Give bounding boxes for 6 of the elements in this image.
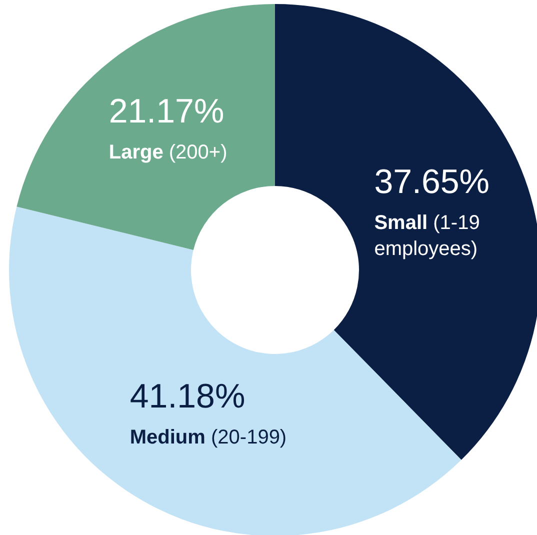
slice-label: Medium (20-199): [130, 426, 287, 448]
slice-label: Large (200+): [108, 142, 228, 164]
data-label: 21.17%: [108, 92, 224, 131]
slice-label: Small (1-19 employees): [374, 212, 480, 260]
data-label: 37.65%: [374, 162, 490, 201]
data-label: 41.18%: [130, 377, 246, 416]
